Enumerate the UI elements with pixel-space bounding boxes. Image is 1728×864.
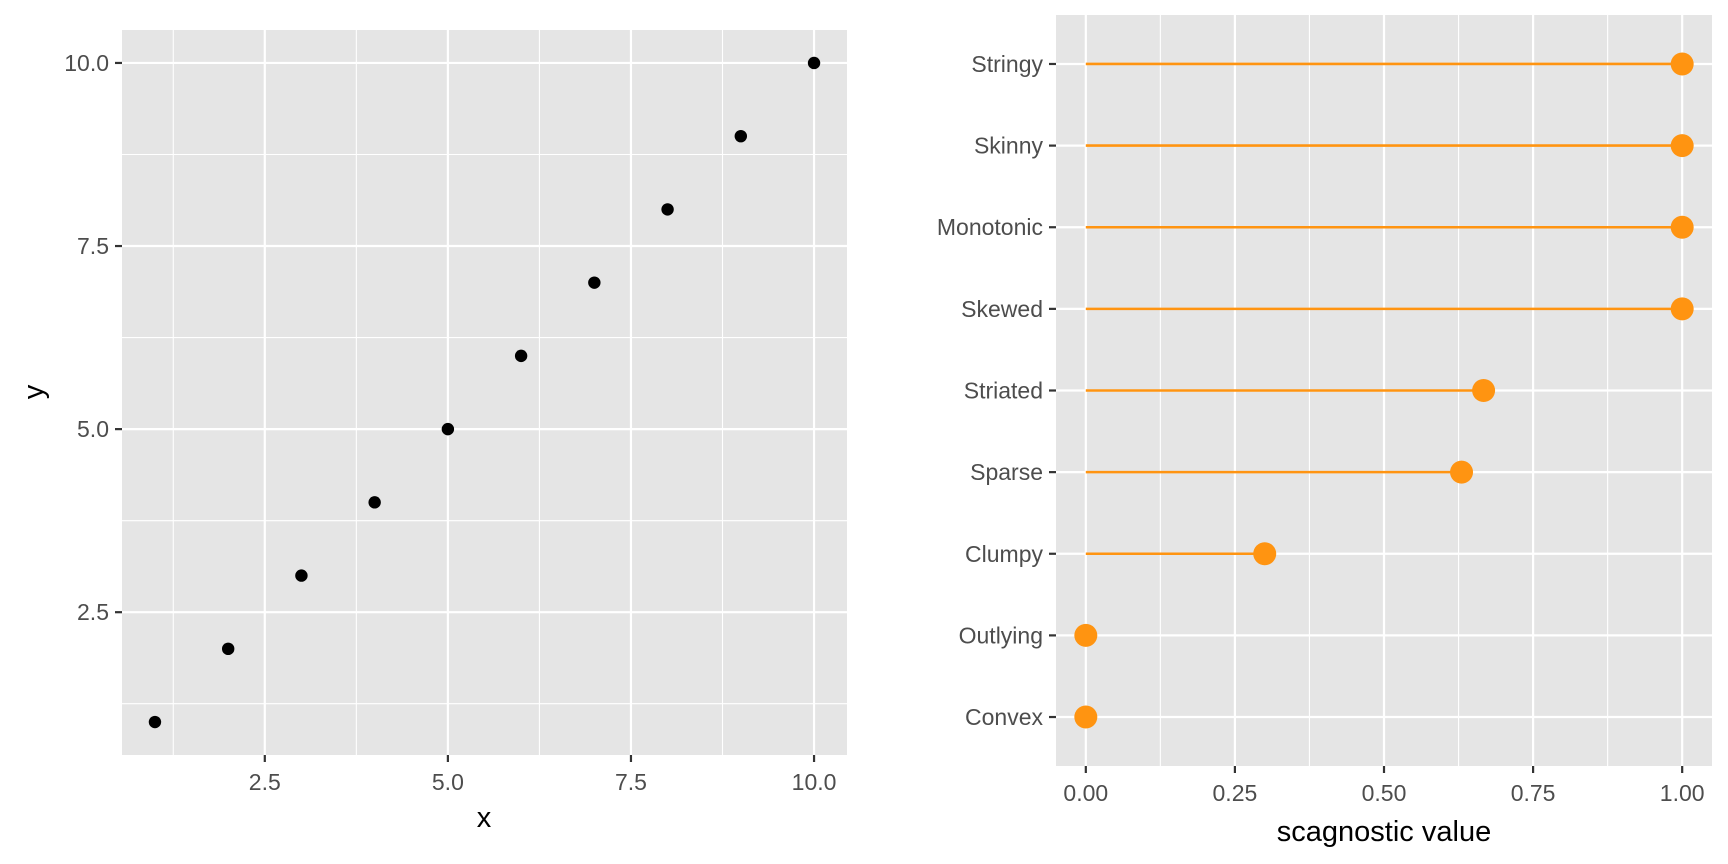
scatter-y-axis-title: y [18, 384, 50, 399]
scatter-point [588, 276, 601, 289]
category-label: Convex [965, 704, 1043, 730]
lollipop-dot [1074, 705, 1098, 729]
scatter-point [368, 496, 381, 509]
category-label: Striated [964, 378, 1043, 404]
lollipop-dot [1670, 52, 1694, 76]
category-label: Skewed [961, 296, 1043, 322]
x-tick-label: 1.00 [1660, 780, 1705, 806]
x-tick-label: 5.0 [432, 769, 464, 795]
scatter-x-axis: 2.5 5.0 7.5 10.0 [249, 755, 837, 795]
category-label: Skinny [974, 133, 1044, 159]
x-tick-label: 0.50 [1362, 780, 1407, 806]
x-tick-label: 0.75 [1511, 780, 1556, 806]
scatter-gridlines [122, 30, 847, 755]
scatter-y-axis: 2.5 5.0 7.5 10.0 [64, 50, 122, 625]
y-tick-label: 7.5 [77, 233, 109, 259]
lollipop-dot [1472, 379, 1496, 402]
category-label: Sparse [970, 459, 1043, 485]
category-label: Stringy [971, 51, 1043, 77]
scagnostic-x-axis-title: scagnostic value [1277, 816, 1491, 848]
scatter-point [807, 56, 821, 70]
scagnostic-lollipops [1074, 52, 1694, 729]
scatter-points [148, 56, 821, 729]
x-tick-label: 0.25 [1213, 780, 1258, 806]
scatter-point [441, 422, 455, 436]
y-tick-label: 10.0 [64, 50, 109, 76]
lollipop-dot [1670, 134, 1694, 158]
scagnostic-panel: 0.00 0.25 0.50 0.75 1.00 Stringy Skinny Monoto… [937, 15, 1712, 848]
scagnostic-y-axis: Stringy Skinny Monotonic Skewed Striated Spar… [937, 51, 1056, 730]
category-label: Monotonic [937, 214, 1043, 240]
lollipop-dot [1670, 297, 1694, 321]
scatter-panel: 2.5 5.0 7.5 10.0 2.5 5.0 7.5 10.0 x y [18, 30, 847, 834]
scatter-point [514, 349, 528, 363]
y-tick-label: 5.0 [77, 416, 109, 442]
lollipop-dot [1450, 460, 1474, 484]
scagnostic-x-axis: 0.00 0.25 0.50 0.75 1.00 [1063, 766, 1705, 806]
lollipop-dot [1074, 623, 1098, 647]
lollipop-dot [1670, 215, 1694, 239]
x-tick-label: 2.5 [249, 769, 281, 795]
scatter-panel-background [122, 30, 847, 755]
x-tick-label: 10.0 [792, 769, 837, 795]
category-label: Clumpy [965, 541, 1043, 567]
x-tick-label: 0.00 [1063, 780, 1108, 806]
lollipop-dot [1253, 542, 1277, 566]
x-tick-label: 7.5 [615, 769, 647, 795]
scatter-point [661, 203, 674, 216]
scatter-point [734, 129, 748, 143]
scatter-point [148, 715, 162, 729]
y-tick-label: 2.5 [77, 599, 109, 625]
scatter-point [221, 642, 235, 656]
category-label: Outlying [959, 622, 1043, 648]
scatter-point [295, 569, 308, 582]
scatter-x-axis-title: x [477, 802, 492, 834]
